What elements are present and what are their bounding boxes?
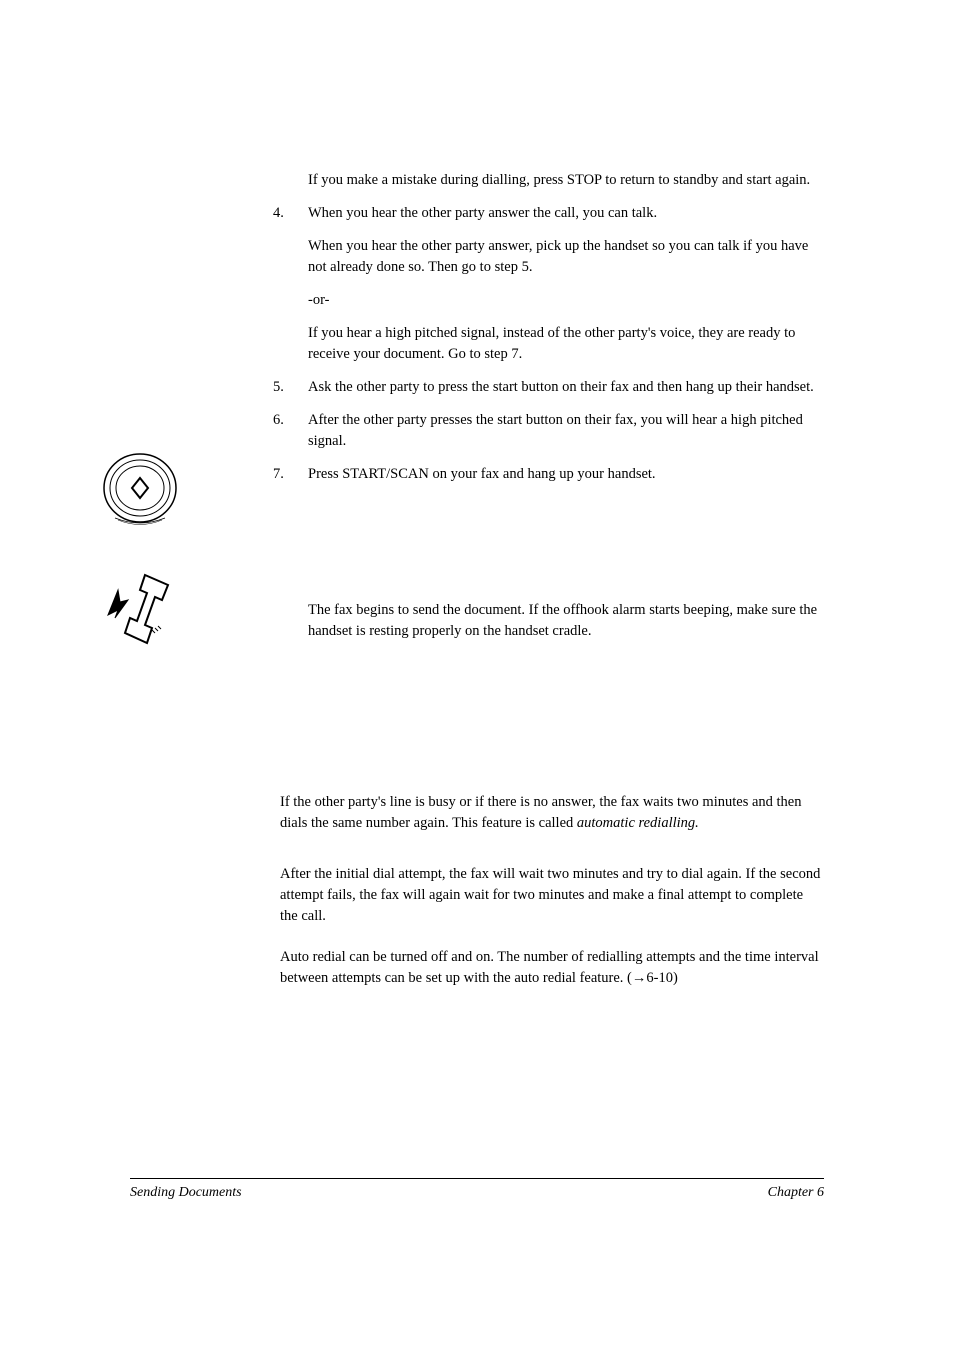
auto-redial-para-3: Auto redial can be turned off and on. Th… bbox=[280, 947, 824, 989]
step-text: After the other party presses the start … bbox=[308, 412, 803, 449]
start-scan-button-icon bbox=[100, 450, 180, 535]
step-number: 7. bbox=[273, 464, 284, 485]
auto-redial-section: If the other party's line is busy or if … bbox=[280, 792, 824, 989]
step-5: 5. Ask the other party to press the star… bbox=[280, 377, 824, 398]
intro-paragraph: If you make a mistake during dialling, p… bbox=[280, 170, 824, 191]
or-separator: -or- bbox=[280, 290, 824, 311]
step-4-sub-2: If you hear a high pitched signal, inste… bbox=[280, 323, 824, 365]
step-text: When you hear the other party answer the… bbox=[308, 205, 657, 221]
step-4-sub-1: When you hear the other party answer, pi… bbox=[280, 236, 824, 278]
step-number: 4. bbox=[273, 203, 284, 224]
step-4: 4. When you hear the other party answer … bbox=[280, 203, 824, 224]
document-content: If you make a mistake during dialling, p… bbox=[280, 170, 824, 989]
footer-right: Chapter 6 bbox=[768, 1185, 824, 1201]
step-text: Press START/SCAN on your fax and hang up… bbox=[308, 466, 656, 482]
step-7: 7. Press START/SCAN on your fax and hang… bbox=[280, 464, 824, 485]
step-number: 6. bbox=[273, 410, 284, 431]
step-6: 6. After the other party presses the sta… bbox=[280, 410, 824, 452]
document-page: If you make a mistake during dialling, p… bbox=[0, 0, 954, 1351]
page-footer: Sending Documents Chapter 6 bbox=[130, 1178, 824, 1201]
fax-begins-paragraph: The fax begins to send the document. If … bbox=[280, 600, 824, 642]
step-number: 5. bbox=[273, 377, 284, 398]
handset-hangup-icon bbox=[100, 570, 175, 655]
step-text: Ask the other party to press the start b… bbox=[308, 379, 814, 395]
para-text: If the other party's line is busy or if … bbox=[280, 794, 802, 831]
auto-redial-para-1: If the other party's line is busy or if … bbox=[280, 792, 824, 834]
footer-left: Sending Documents bbox=[130, 1185, 242, 1201]
auto-redial-para-2: After the initial dial attempt, the fax … bbox=[280, 864, 824, 927]
italic-term: automatic redialling. bbox=[577, 815, 699, 831]
